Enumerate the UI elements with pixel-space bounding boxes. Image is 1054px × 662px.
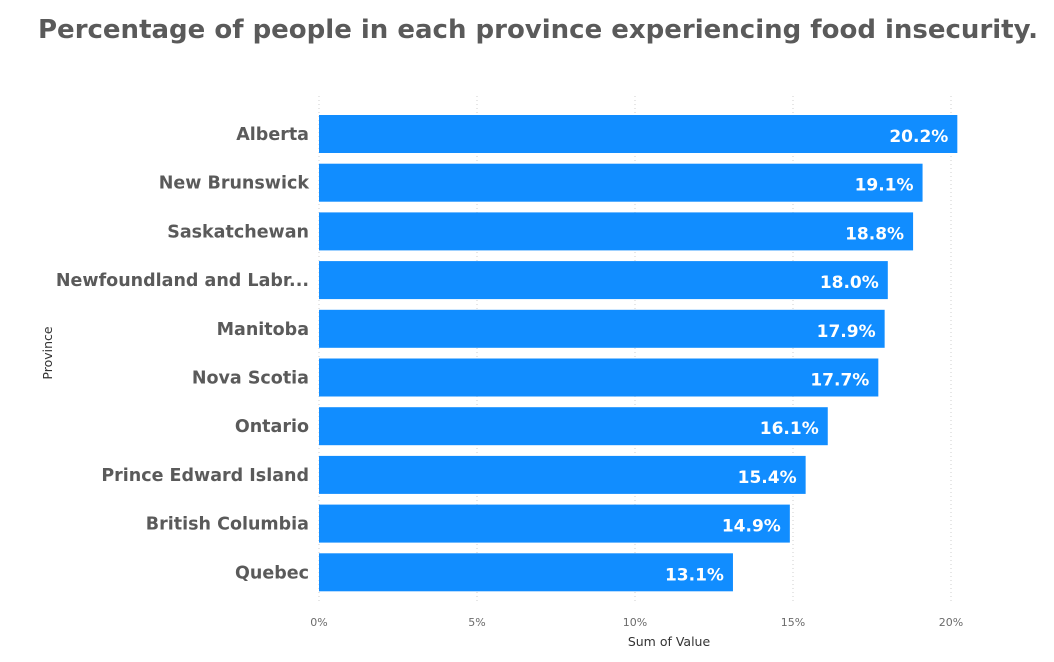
x-axis-ticks: 0% 5% 10% 15% 20%	[310, 616, 963, 629]
x-axis-title: Sum of Value	[628, 634, 711, 649]
bar[interactable]	[319, 553, 733, 592]
category-label: British Columbia	[146, 515, 309, 535]
bar[interactable]	[319, 504, 790, 543]
bar[interactable]	[319, 455, 806, 494]
data-label: 14.9%	[722, 517, 781, 537]
x-tick-label: 20%	[939, 616, 963, 629]
data-label: 16.1%	[760, 419, 819, 439]
category-label: New Brunswick	[159, 174, 310, 194]
data-label: 18.0%	[820, 273, 879, 293]
x-tick-label: 15%	[781, 616, 805, 629]
x-tick-label: 5%	[468, 616, 485, 629]
data-label: 20.2%	[889, 127, 948, 147]
bar[interactable]	[319, 358, 879, 397]
x-tick-label: 0%	[310, 616, 327, 629]
category-label: Prince Edward Island	[101, 466, 309, 486]
bar[interactable]	[319, 163, 923, 202]
category-label: Saskatchewan	[167, 222, 309, 242]
category-labels: Alberta New Brunswick Saskatchewan Newfound…	[56, 125, 309, 583]
data-label: 15.4%	[738, 468, 797, 488]
y-axis-title: Province	[40, 326, 55, 379]
bar[interactable]	[319, 261, 888, 300]
category-label: Ontario	[235, 417, 309, 437]
category-label: Nova Scotia	[192, 369, 309, 389]
bar[interactable]	[319, 212, 914, 251]
data-label: 18.8%	[845, 224, 904, 244]
category-label: Newfoundland and Labr...	[56, 271, 309, 291]
chart-title: Percentage of people in each province ex…	[38, 15, 1039, 45]
category-label: Quebec	[235, 563, 309, 583]
data-label: 17.9%	[817, 322, 876, 342]
x-tick-label: 10%	[623, 616, 647, 629]
category-label: Alberta	[236, 125, 309, 145]
data-label: 19.1%	[855, 176, 914, 196]
bars: 20.2% 19.1% 18.8% 18.0% 17.9% 17.7% 16.1% 15.4%…	[319, 115, 958, 592]
bar[interactable]	[319, 115, 958, 153]
bar[interactable]	[319, 407, 828, 446]
bar[interactable]	[319, 309, 885, 348]
data-label: 17.7%	[810, 371, 869, 391]
data-label: 13.1%	[665, 565, 724, 585]
category-label: Manitoba	[217, 320, 309, 340]
